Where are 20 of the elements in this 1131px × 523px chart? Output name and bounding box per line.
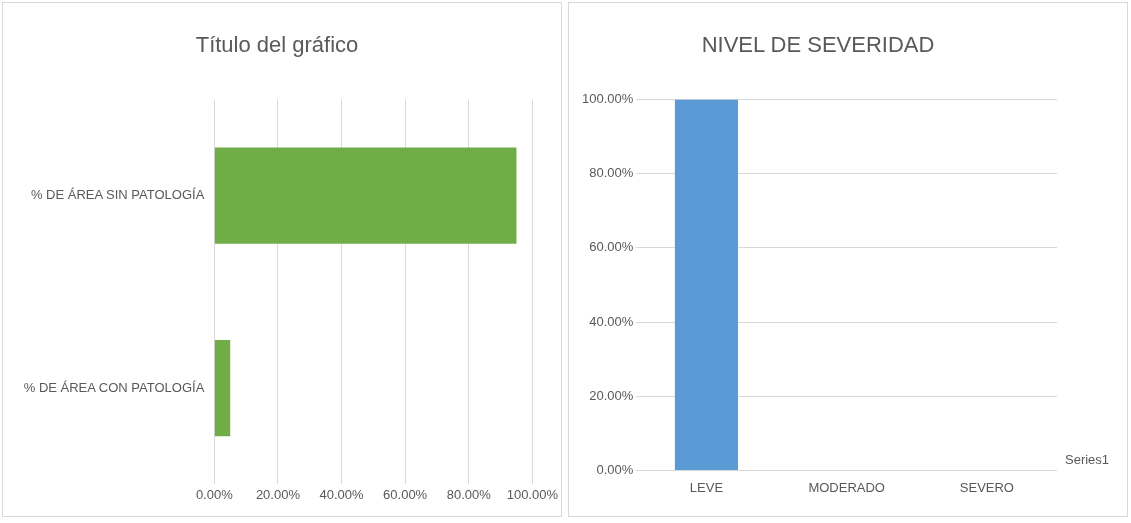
- x-tick-label: 80.00%: [446, 486, 492, 502]
- y-tick-label: 0.00%: [596, 461, 634, 477]
- x-tick-label: 20.00%: [255, 486, 301, 502]
- x-tick-label: 40.00%: [319, 486, 365, 502]
- chart-title: Título del gráfico: [195, 32, 359, 58]
- x-tick-label: 60.00%: [383, 486, 428, 502]
- x-tick-label: MODERADO: [808, 479, 885, 495]
- x-tick-label: 100.00%: [506, 486, 559, 502]
- y-tick-label: % DE ÁREA SIN PATOLOGÍA: [30, 187, 205, 203]
- chart-title: NIVEL DE SEVERIDAD: [701, 32, 935, 58]
- y-tick-label: 20.00%: [589, 387, 634, 403]
- x-tick-label: 0.00%: [195, 486, 234, 502]
- x-tick-label: LEVE: [689, 479, 724, 495]
- y-tick-label: 80.00%: [589, 165, 634, 181]
- y-tick-label: % DE ÁREA CON PATOLOGÍA: [23, 379, 205, 395]
- y-tick-label: 40.00%: [589, 313, 634, 329]
- text: Series1: [1065, 451, 1110, 467]
- y-tick-label: 60.00%: [589, 239, 634, 255]
- x-tick-label: SEVERO: [959, 479, 1014, 495]
- y-tick-label: 100.00%: [581, 90, 634, 106]
